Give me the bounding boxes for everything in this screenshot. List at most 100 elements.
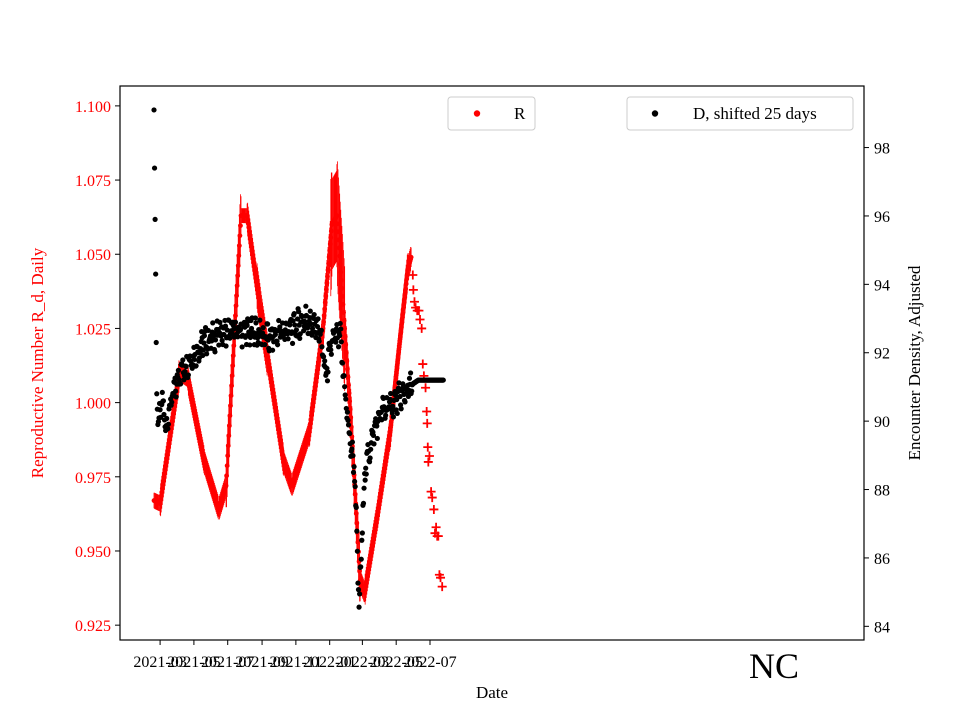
r-point	[168, 429, 174, 435]
r-point	[267, 369, 273, 374]
d-point	[232, 319, 239, 325]
d-point	[330, 330, 337, 336]
r-point	[313, 380, 319, 385]
r-point	[266, 365, 272, 371]
x-tick-label: 2022-05	[370, 654, 423, 671]
r-point	[269, 379, 274, 385]
r-point	[252, 268, 258, 273]
r-point	[167, 433, 173, 439]
d-point	[335, 344, 342, 350]
r-point	[315, 367, 320, 373]
r-projection-marker	[423, 442, 433, 452]
d-point	[212, 349, 218, 355]
r-point	[226, 423, 232, 429]
r-point	[272, 401, 278, 407]
r-point	[337, 261, 343, 267]
legend-d-label: D, shifted 25 days	[693, 104, 817, 123]
r-projection-marker	[433, 531, 443, 541]
r-point	[225, 443, 231, 449]
r-point	[249, 248, 255, 254]
r-point	[280, 455, 286, 461]
d-point	[292, 322, 298, 328]
r-point	[236, 243, 242, 249]
r-point	[228, 393, 234, 399]
d-point	[352, 483, 358, 490]
r-point	[312, 388, 318, 394]
r-point	[345, 374, 351, 380]
r-point	[377, 498, 382, 504]
plot-frame	[119, 85, 865, 641]
right-axis-ticks: 84 86 88 90 92 94 96 98	[864, 141, 890, 636]
d-point	[307, 308, 313, 314]
r-point	[273, 408, 279, 414]
right-tick-label: 88	[874, 483, 890, 500]
r-point	[235, 263, 241, 269]
r-point	[338, 277, 344, 283]
r-point	[251, 264, 257, 269]
r-point	[268, 376, 274, 382]
r-point	[321, 319, 326, 325]
d-point	[353, 504, 359, 511]
r-point	[265, 354, 271, 360]
r-point	[387, 429, 393, 435]
r-point	[313, 375, 319, 381]
r-point	[244, 213, 250, 219]
r-projection-marker	[427, 493, 437, 503]
d-point	[191, 356, 198, 363]
d-point	[289, 340, 296, 346]
r-point	[158, 497, 164, 503]
d-point	[320, 353, 327, 360]
d-point	[239, 344, 245, 350]
left-tick-label: 1.025	[75, 321, 111, 338]
d-point	[178, 381, 184, 387]
d-point	[154, 391, 160, 397]
r-point	[228, 403, 233, 409]
r-point	[231, 343, 237, 349]
r-point	[159, 489, 165, 495]
r-point	[327, 241, 333, 247]
d-point	[173, 388, 179, 394]
r-point	[328, 228, 334, 234]
legend-r-marker	[473, 110, 481, 117]
r-point	[258, 307, 263, 313]
r-point	[344, 358, 350, 364]
d-point	[193, 363, 199, 369]
r-point	[388, 424, 394, 430]
r-point	[325, 274, 330, 279]
r-projection-marker	[429, 504, 439, 514]
r-point	[375, 509, 381, 515]
d-point	[362, 477, 368, 483]
r-point	[270, 390, 276, 396]
r-projection-marker	[422, 407, 432, 417]
d-point	[347, 431, 353, 437]
r-point	[374, 512, 380, 518]
r-point	[247, 232, 253, 238]
r-point	[346, 390, 352, 396]
r-point	[336, 237, 341, 243]
r-point	[245, 217, 251, 222]
d-point	[374, 435, 380, 442]
d-point	[359, 537, 365, 543]
d-point	[407, 370, 414, 376]
d-point	[389, 410, 395, 416]
r-point	[227, 413, 233, 419]
d-point	[201, 333, 208, 339]
r-point	[163, 463, 169, 469]
d-point	[151, 165, 158, 171]
r-point	[279, 445, 284, 450]
d-point	[200, 347, 206, 353]
r-point	[388, 419, 394, 425]
r-point	[309, 409, 315, 414]
r-point	[248, 236, 253, 242]
r-point	[334, 213, 340, 219]
d-point	[398, 406, 404, 412]
r-projection-marker	[418, 359, 428, 369]
r-point	[275, 423, 281, 429]
d-point	[361, 485, 367, 491]
d-point	[210, 320, 216, 326]
d-point	[345, 417, 351, 423]
d-point	[160, 398, 167, 404]
r-point	[323, 287, 329, 292]
d-point	[216, 342, 222, 348]
r-point	[322, 306, 328, 312]
